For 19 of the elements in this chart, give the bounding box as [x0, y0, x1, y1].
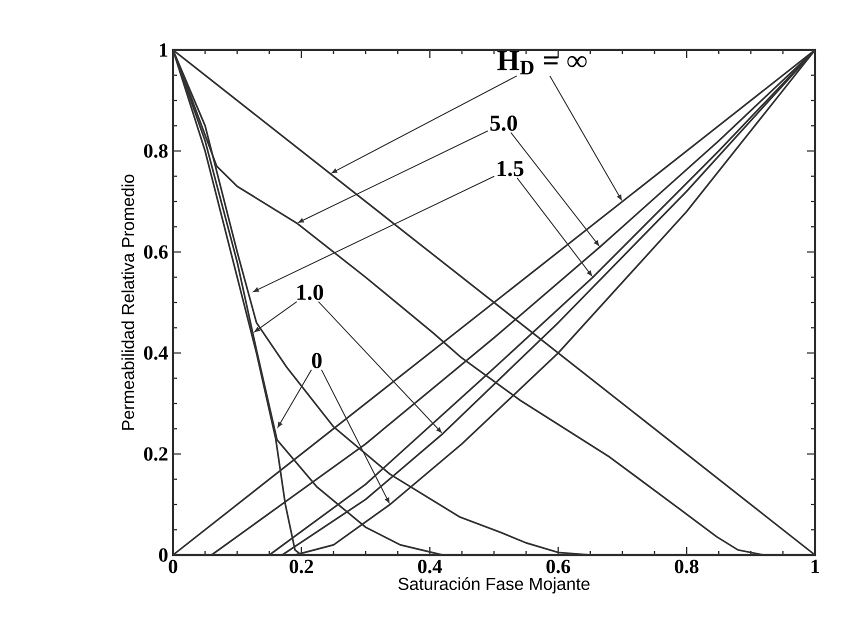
x-tick-label: 1	[812, 560, 819, 573]
x-axis-title: Saturación Fase Mojante	[398, 577, 590, 594]
y-tick-label: 0.8	[144, 144, 168, 158]
annotation: 0	[312, 352, 322, 368]
y-axis-title: Permeabilidad Relativa Promedio	[121, 174, 134, 430]
y-tick-label: 0.2	[144, 447, 168, 461]
annotation: H$_{D}$ = ∞	[497, 50, 587, 74]
x-tick-label: 0.4	[418, 560, 442, 574]
y-tick-label: 0.4	[144, 346, 168, 360]
annotation: 1.0	[297, 284, 324, 300]
x-tick-label: 0.8	[674, 560, 698, 574]
y-tick-label: 1	[160, 43, 168, 57]
x-tick-label: 0.2	[290, 560, 314, 574]
x-tick-label: 0.6	[546, 560, 570, 574]
annotation: 5.0	[490, 116, 517, 131]
y-tick-label: 0.6	[144, 245, 168, 259]
y-tick-label: 0	[159, 548, 168, 562]
x-tick-label: 0	[168, 560, 178, 574]
annotation: 1.5	[498, 161, 524, 176]
